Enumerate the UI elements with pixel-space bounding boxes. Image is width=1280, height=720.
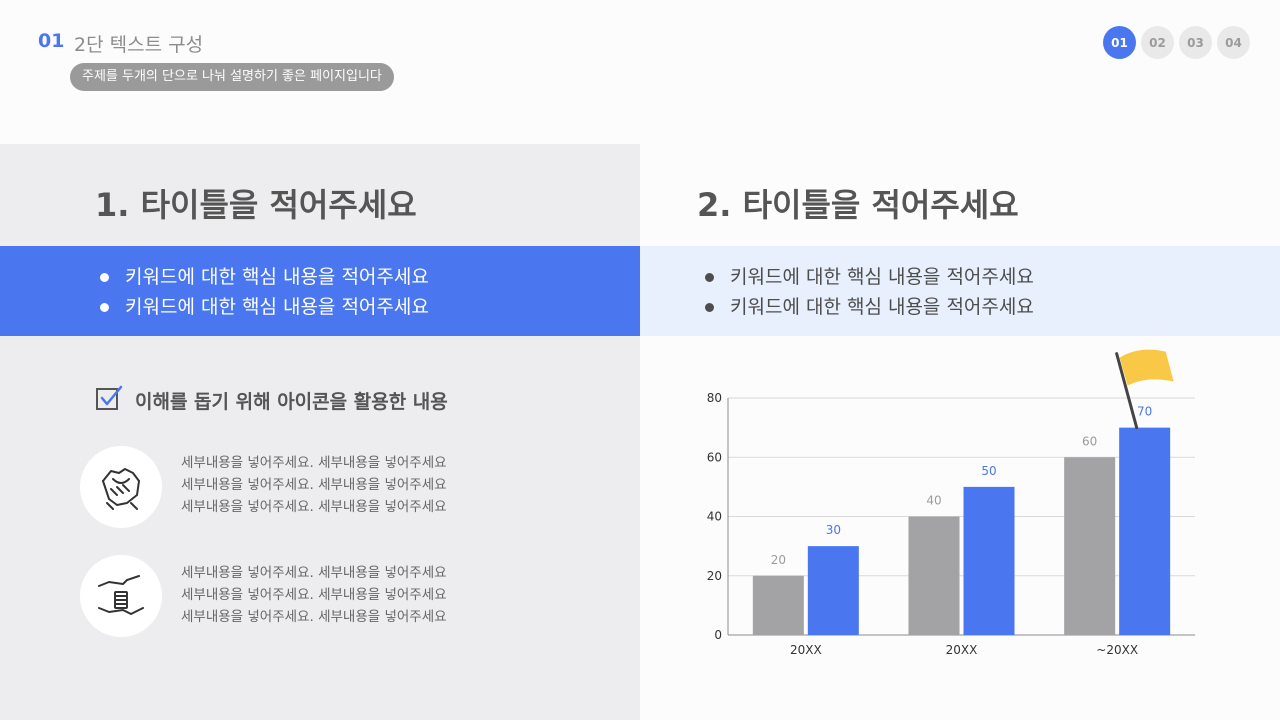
description-line: 세부내용을 넣어주세요. 세부내용을 넣어주세요 bbox=[181, 587, 447, 603]
bar-chart: 0 20 40 60 80 20 30 20XX 40 50 20XX 60 70 ~20XX bbox=[707, 349, 1195, 657]
bar bbox=[752, 575, 804, 635]
item-description: 세부내용을 넣어주세요. 세부내용을 넣어주세요 세부내용을 넣어주세요. 세부… bbox=[181, 452, 447, 518]
y-tick-label: 60 bbox=[707, 450, 722, 464]
right-keyword-band bbox=[640, 246, 1280, 336]
bar bbox=[963, 486, 1015, 635]
right-column-title: 2. 타이틀을 적어주세요 bbox=[697, 186, 1019, 224]
bar bbox=[1119, 427, 1171, 635]
x-tick-label: 20XX bbox=[946, 643, 978, 657]
page-dot-04[interactable]: 04 bbox=[1217, 26, 1250, 59]
y-tick-label: 20 bbox=[707, 569, 722, 583]
section-title: 2단 텍스트 구성 bbox=[74, 34, 204, 56]
data-label: 40 bbox=[926, 494, 941, 508]
icon-section-label: 이해를 돕기 위해 아이콘을 활용한 내용 bbox=[135, 390, 448, 413]
section-subtitle-pill: 주제를 두개의 단으로 나눠 설명하기 좋은 페이지입니다 bbox=[70, 63, 394, 91]
left-column-panel bbox=[0, 144, 640, 720]
y-tick-label: 40 bbox=[707, 510, 722, 524]
data-label: 50 bbox=[981, 464, 996, 478]
data-label: 60 bbox=[1082, 434, 1097, 448]
item-description: 세부내용을 넣어주세요. 세부내용을 넣어주세요 세부내용을 넣어주세요. 세부… bbox=[181, 562, 447, 628]
flag-pole bbox=[1115, 352, 1139, 430]
icon-section-heading: 이해를 돕기 위해 아이콘을 활용한 내용 bbox=[95, 384, 448, 416]
x-tick-label: ~20XX bbox=[1096, 643, 1138, 657]
left-keyword-item: 키워드에 대한 핵심 내용을 적어주세요 bbox=[100, 292, 429, 322]
x-tick-label: 20XX bbox=[790, 643, 822, 657]
left-keyword-list: 키워드에 대한 핵심 내용을 적어주세요 키워드에 대한 핵심 내용을 적어주세… bbox=[100, 262, 429, 322]
data-label: 30 bbox=[826, 523, 841, 537]
y-tick-label: 0 bbox=[714, 628, 722, 642]
bar bbox=[908, 516, 960, 635]
left-column-title: 1. 타이틀을 적어주세요 bbox=[95, 186, 417, 224]
right-keyword-item: 키워드에 대한 핵심 내용을 적어주세요 bbox=[705, 262, 1034, 292]
section-number: 01 bbox=[38, 30, 65, 52]
description-line: 세부내용을 넣어주세요. 세부내용을 넣어주세요 bbox=[181, 477, 447, 493]
page-indicator: 01 02 03 04 bbox=[1103, 26, 1250, 59]
left-keyword-item: 키워드에 대한 핵심 내용을 적어주세요 bbox=[100, 262, 429, 292]
data-label: 70 bbox=[1137, 405, 1152, 419]
handshake-icon bbox=[80, 446, 162, 528]
page-dot-01[interactable]: 01 bbox=[1103, 26, 1136, 59]
coins-hands-icon bbox=[80, 555, 162, 637]
right-keyword-list: 키워드에 대한 핵심 내용을 적어주세요 키워드에 대한 핵심 내용을 적어주세… bbox=[705, 262, 1034, 322]
description-line: 세부내용을 넣어주세요. 세부내용을 넣어주세요 bbox=[181, 609, 447, 625]
y-tick-label: 80 bbox=[707, 391, 722, 405]
bar bbox=[1064, 457, 1116, 635]
right-keyword-item: 키워드에 대한 핵심 내용을 적어주세요 bbox=[705, 292, 1034, 322]
checkbox-icon bbox=[95, 384, 123, 416]
page-dot-03[interactable]: 03 bbox=[1179, 26, 1212, 59]
data-label: 20 bbox=[771, 553, 786, 567]
left-keyword-band bbox=[0, 246, 640, 336]
description-line: 세부내용을 넣어주세요. 세부내용을 넣어주세요 bbox=[181, 565, 447, 581]
page-dot-02[interactable]: 02 bbox=[1141, 26, 1174, 59]
bar bbox=[807, 546, 859, 635]
flag-icon bbox=[1119, 349, 1174, 386]
description-line: 세부내용을 넣어주세요. 세부내용을 넣어주세요 bbox=[181, 499, 447, 515]
description-line: 세부내용을 넣어주세요. 세부내용을 넣어주세요 bbox=[181, 455, 447, 471]
